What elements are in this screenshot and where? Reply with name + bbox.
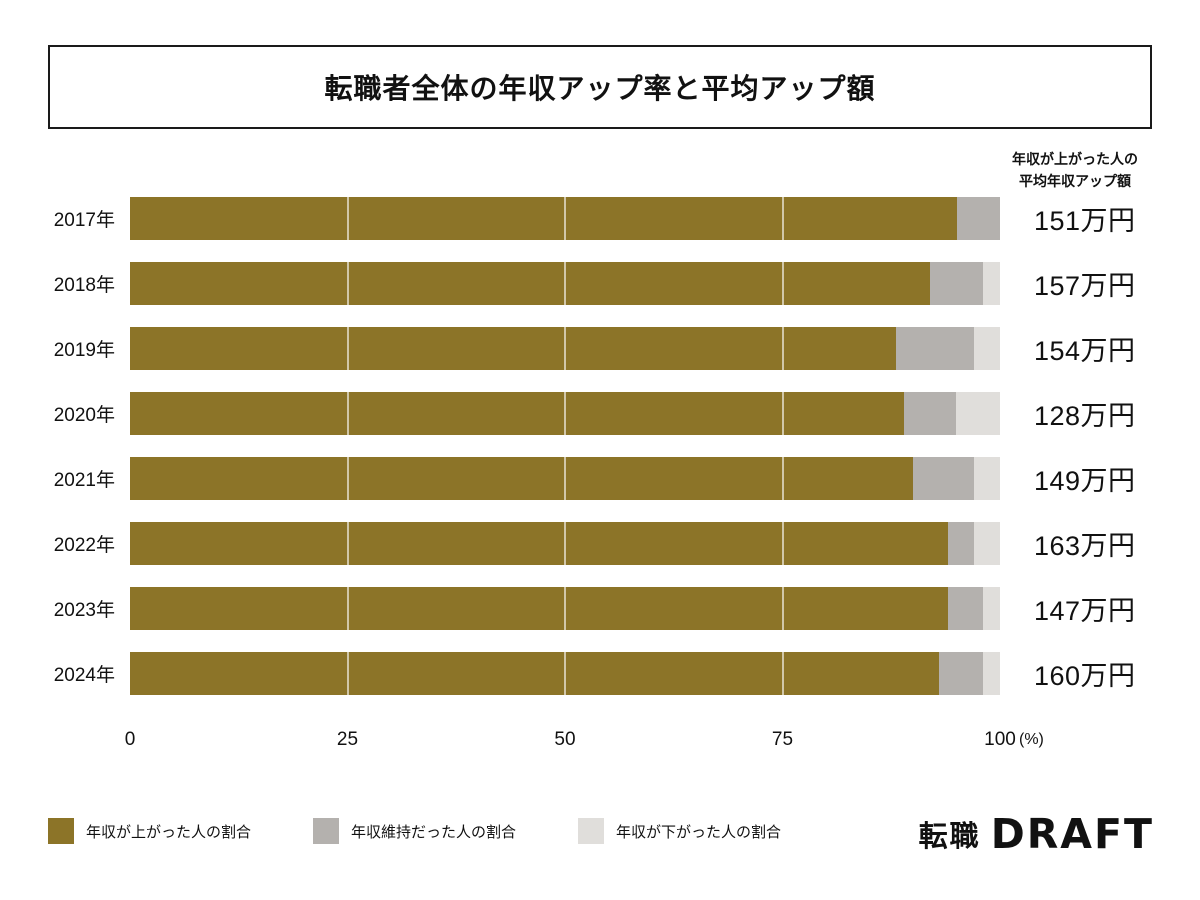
bar-row: 2022年 163万円 [0, 511, 1200, 576]
amount-label: 157万円 [1034, 271, 1136, 301]
bar-row: 2017年 151万円 [0, 186, 1200, 251]
x-tick: 25 [336, 729, 359, 750]
year-label: 2018年 [53, 275, 115, 296]
legend-item-keep: 年収維持だった人の割合 [313, 818, 516, 844]
year-label: 2022年 [53, 535, 115, 556]
chart-title: 転職者全体の年収アップ率と平均アップ額 [324, 73, 876, 104]
bar-segment-down [956, 392, 1000, 435]
bar-segment-keep [913, 457, 974, 500]
bar-row: 2019年 154万円 [0, 316, 1200, 381]
bar-track [130, 652, 1000, 695]
bar-segment-down [982, 652, 1000, 695]
bar-segment-up [130, 327, 896, 370]
logo-text-draft: DRAFT [990, 810, 1154, 858]
legend-label-down: 年収が下がった人の割合 [616, 823, 782, 841]
logo-text-tenshoku: 転職 [918, 821, 981, 853]
x-tick: 75 [771, 729, 794, 750]
bar-segment-up [130, 197, 957, 240]
bar-segment-up [130, 522, 948, 565]
bar-segment-keep [904, 392, 957, 435]
bar-track [130, 392, 1000, 435]
title-box: 転職者全体の年収アップ率と平均アップ額 [48, 45, 1152, 129]
bar-segment-up [130, 457, 913, 500]
amount-column-header-line2: 平均年収アップ額 [1019, 172, 1131, 189]
bar-segment-keep [947, 522, 974, 565]
bar-segment-down [973, 457, 1000, 500]
bar-track [130, 587, 1000, 630]
bar-row: 2020年 128万円 [0, 381, 1200, 446]
legend-swatch-up [48, 818, 74, 844]
bar-segment-up [130, 262, 931, 305]
x-axis: 0 25 50 75 100 (%) [125, 729, 1044, 759]
legend-label-up: 年収が上がった人の割合 [86, 823, 252, 841]
bar-track [130, 197, 1000, 240]
legend-item-up: 年収が上がった人の割合 [48, 818, 251, 844]
bar-row: 2021年 149万円 [0, 446, 1200, 511]
year-label: 2023年 [53, 600, 115, 621]
amount-column-header-line1: 年収が上がった人の [1012, 151, 1138, 167]
bar-segment-keep [947, 587, 983, 630]
bar-segment-up [130, 587, 948, 630]
x-axis-unit: (%) [1019, 731, 1044, 748]
bar-segment-keep [930, 262, 983, 305]
bar-row: 2024年 160万円 [0, 641, 1200, 706]
amount-label: 163万円 [1034, 531, 1136, 561]
bar-track [130, 327, 1000, 370]
amount-column-header: 年収が上がった人の 平均年収アップ額 [988, 149, 1162, 192]
bar-segment-keep [939, 652, 983, 695]
amount-label: 149万円 [1034, 466, 1136, 496]
tenshoku-draft-logo: 転職 DRAFT [919, 810, 1154, 858]
amount-label: 151万円 [1034, 206, 1136, 236]
bar-segment-down [973, 327, 1000, 370]
year-label: 2020年 [53, 405, 115, 426]
bar-segment-up [130, 652, 940, 695]
bar-row: 2023年 147万円 [0, 576, 1200, 641]
amount-label: 160万円 [1034, 661, 1136, 691]
stacked-bar-chart: 2017年 151万円 2018年 157万円 2019年 154万円 2020… [0, 186, 1200, 750]
legend: 年収が上がった人の割合 年収維持だった人の割合 年収が下がった人の割合 [48, 818, 843, 844]
legend-swatch-down [578, 818, 605, 844]
bar-segment-down [982, 262, 1000, 305]
year-label: 2019年 [53, 340, 115, 361]
legend-label-keep: 年収維持だった人の割合 [351, 823, 517, 841]
bar-track [130, 522, 1000, 565]
bar-row: 2018年 157万円 [0, 251, 1200, 316]
amount-label: 154万円 [1034, 336, 1136, 366]
bar-track [130, 262, 1000, 305]
year-label: 2017年 [53, 210, 115, 231]
year-label: 2024年 [53, 665, 115, 686]
legend-swatch-keep [313, 818, 340, 844]
legend-item-down: 年収が下がった人の割合 [578, 818, 781, 844]
bar-segment-keep [956, 197, 1000, 240]
bar-segment-down [982, 587, 1000, 630]
amount-label: 147万円 [1034, 596, 1136, 626]
x-tick: 0 [124, 729, 136, 750]
bar-segment-up [130, 392, 905, 435]
bar-segment-down [973, 522, 1000, 565]
year-label: 2021年 [53, 470, 115, 491]
bar-segment-keep [895, 327, 974, 370]
bar-track [130, 457, 1000, 500]
x-tick: 100 [984, 729, 1016, 750]
x-tick: 50 [554, 729, 576, 750]
amount-label: 128万円 [1034, 401, 1136, 431]
